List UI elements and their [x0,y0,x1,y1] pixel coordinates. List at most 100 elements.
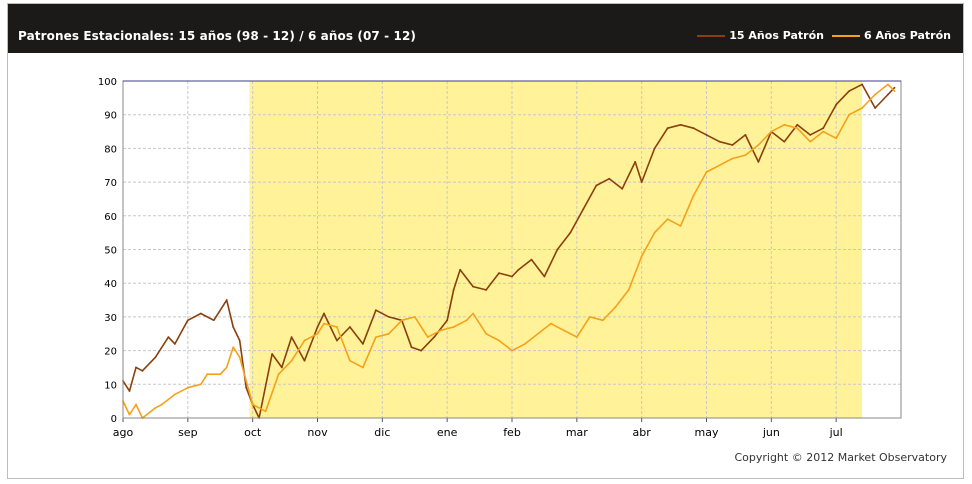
data-point-6-anos [588,316,591,318]
data-point-15-anos [861,83,863,86]
data-point-15-anos [608,177,611,180]
data-point-6-anos [400,319,403,322]
data-point-15-anos [530,258,533,261]
data-point-6-anos [225,366,228,369]
x-tick-label: abr [633,426,652,439]
data-point-6-anos [498,339,500,342]
data-point-15-anos [154,356,157,359]
data-point-6-anos [277,373,280,376]
data-point-6-anos [303,339,306,342]
data-point-6-anos [744,154,747,157]
y-tick-label: 20 [104,347,117,358]
data-point-6-anos [757,144,760,146]
data-point-6-anos [511,349,513,352]
data-point-6-anos [809,140,812,143]
data-point-15-anos [543,275,546,278]
data-point-6-anos [861,107,863,109]
data-point-15-anos [290,336,293,339]
x-tick-label: dic [374,426,390,439]
data-point-15-anos [640,181,643,184]
data-point-15-anos [809,134,812,136]
data-point-6-anos [413,316,416,318]
data-point-15-anos [452,289,455,291]
data-point-6-anos [465,319,468,322]
data-point-6-anos [524,342,526,345]
x-tick-label: jul [829,426,843,439]
data-point-6-anos [783,123,786,126]
data-point-6-anos [887,83,889,86]
data-point-15-anos [634,160,637,163]
data-point-6-anos [718,164,721,167]
chart-title: Patrones Estacionales: 15 años (98 - 12)… [18,29,416,43]
data-point-15-anos [692,127,695,130]
legend-item-15-anos[interactable]: 15 Años Patrón [697,29,824,42]
y-tick-label: 100 [98,77,117,88]
y-tick-label: 10 [104,380,117,391]
data-point-6-anos [186,386,189,389]
data-point-6-anos [562,329,565,332]
x-tick-label: oct [244,426,262,439]
data-point-15-anos [433,336,436,339]
data-point-6-anos [251,403,254,406]
x-tick-label: ago [113,426,134,439]
x-tick-label: may [695,426,719,439]
data-point-15-anos [517,268,520,271]
data-point-15-anos [420,349,423,352]
data-point-15-anos [316,326,319,328]
y-tick-label: 60 [104,212,117,223]
data-point-15-anos [173,342,176,345]
data-point-6-anos [374,336,377,339]
data-point-15-anos [199,312,202,315]
data-point-6-anos [264,410,267,413]
data-point-6-anos [848,113,851,116]
data-point-15-anos [556,248,559,251]
data-point-6-anos [835,137,838,140]
data-point-15-anos [135,366,137,369]
legend-swatch-6-anos [831,34,860,37]
data-point-6-anos [173,393,176,396]
data-point-15-anos [238,339,241,342]
data-point-6-anos [387,332,390,335]
data-point-6-anos [238,356,241,359]
data-point-15-anos [621,187,624,190]
data-point-6-anos [245,380,248,382]
data-point-15-anos [705,134,708,136]
data-point-15-anos [374,309,377,312]
data-point-6-anos [290,359,293,362]
data-point-6-anos [731,157,734,160]
y-tick-label: 0 [111,414,117,425]
data-point-15-anos [666,127,669,130]
data-point-15-anos [271,353,274,355]
data-point-6-anos [692,194,695,197]
chart-header: Patrones Estacionales: 15 años (98 - 12)… [8,4,963,53]
y-tick-label: 40 [104,279,117,290]
data-point-15-anos [679,123,682,126]
legend-label-6-anos: 6 Años Patrón [863,29,951,42]
data-point-6-anos [640,255,643,258]
data-point-6-anos [349,359,351,362]
data-point-6-anos [614,305,617,308]
x-tick-label: nov [307,426,328,439]
data-point-15-anos [472,285,474,288]
data-point-6-anos [161,403,163,406]
data-point-6-anos [472,312,474,315]
data-point-15-anos [783,140,786,143]
x-tick-label: jun [762,426,780,439]
data-point-6-anos [705,171,708,173]
data-point-6-anos [135,403,137,406]
data-point-15-anos [718,140,721,143]
data-point-6-anos [361,366,364,369]
data-point-6-anos [219,373,222,376]
legend-item-6-anos[interactable]: 6 Años Patrón [831,29,951,42]
legend-label-15-anos: 15 Años Patrón [729,29,824,42]
data-point-15-anos [387,316,390,318]
data-point-6-anos [822,130,825,133]
x-tick-label: ene [437,426,458,439]
data-point-15-anos [582,208,585,210]
data-point-15-anos [212,319,215,322]
data-point-15-anos [232,326,235,328]
data-point-6-anos [575,336,578,339]
legend: 15 Años Patrón 6 Años Patrón [689,29,951,42]
data-point-15-anos [485,289,487,291]
